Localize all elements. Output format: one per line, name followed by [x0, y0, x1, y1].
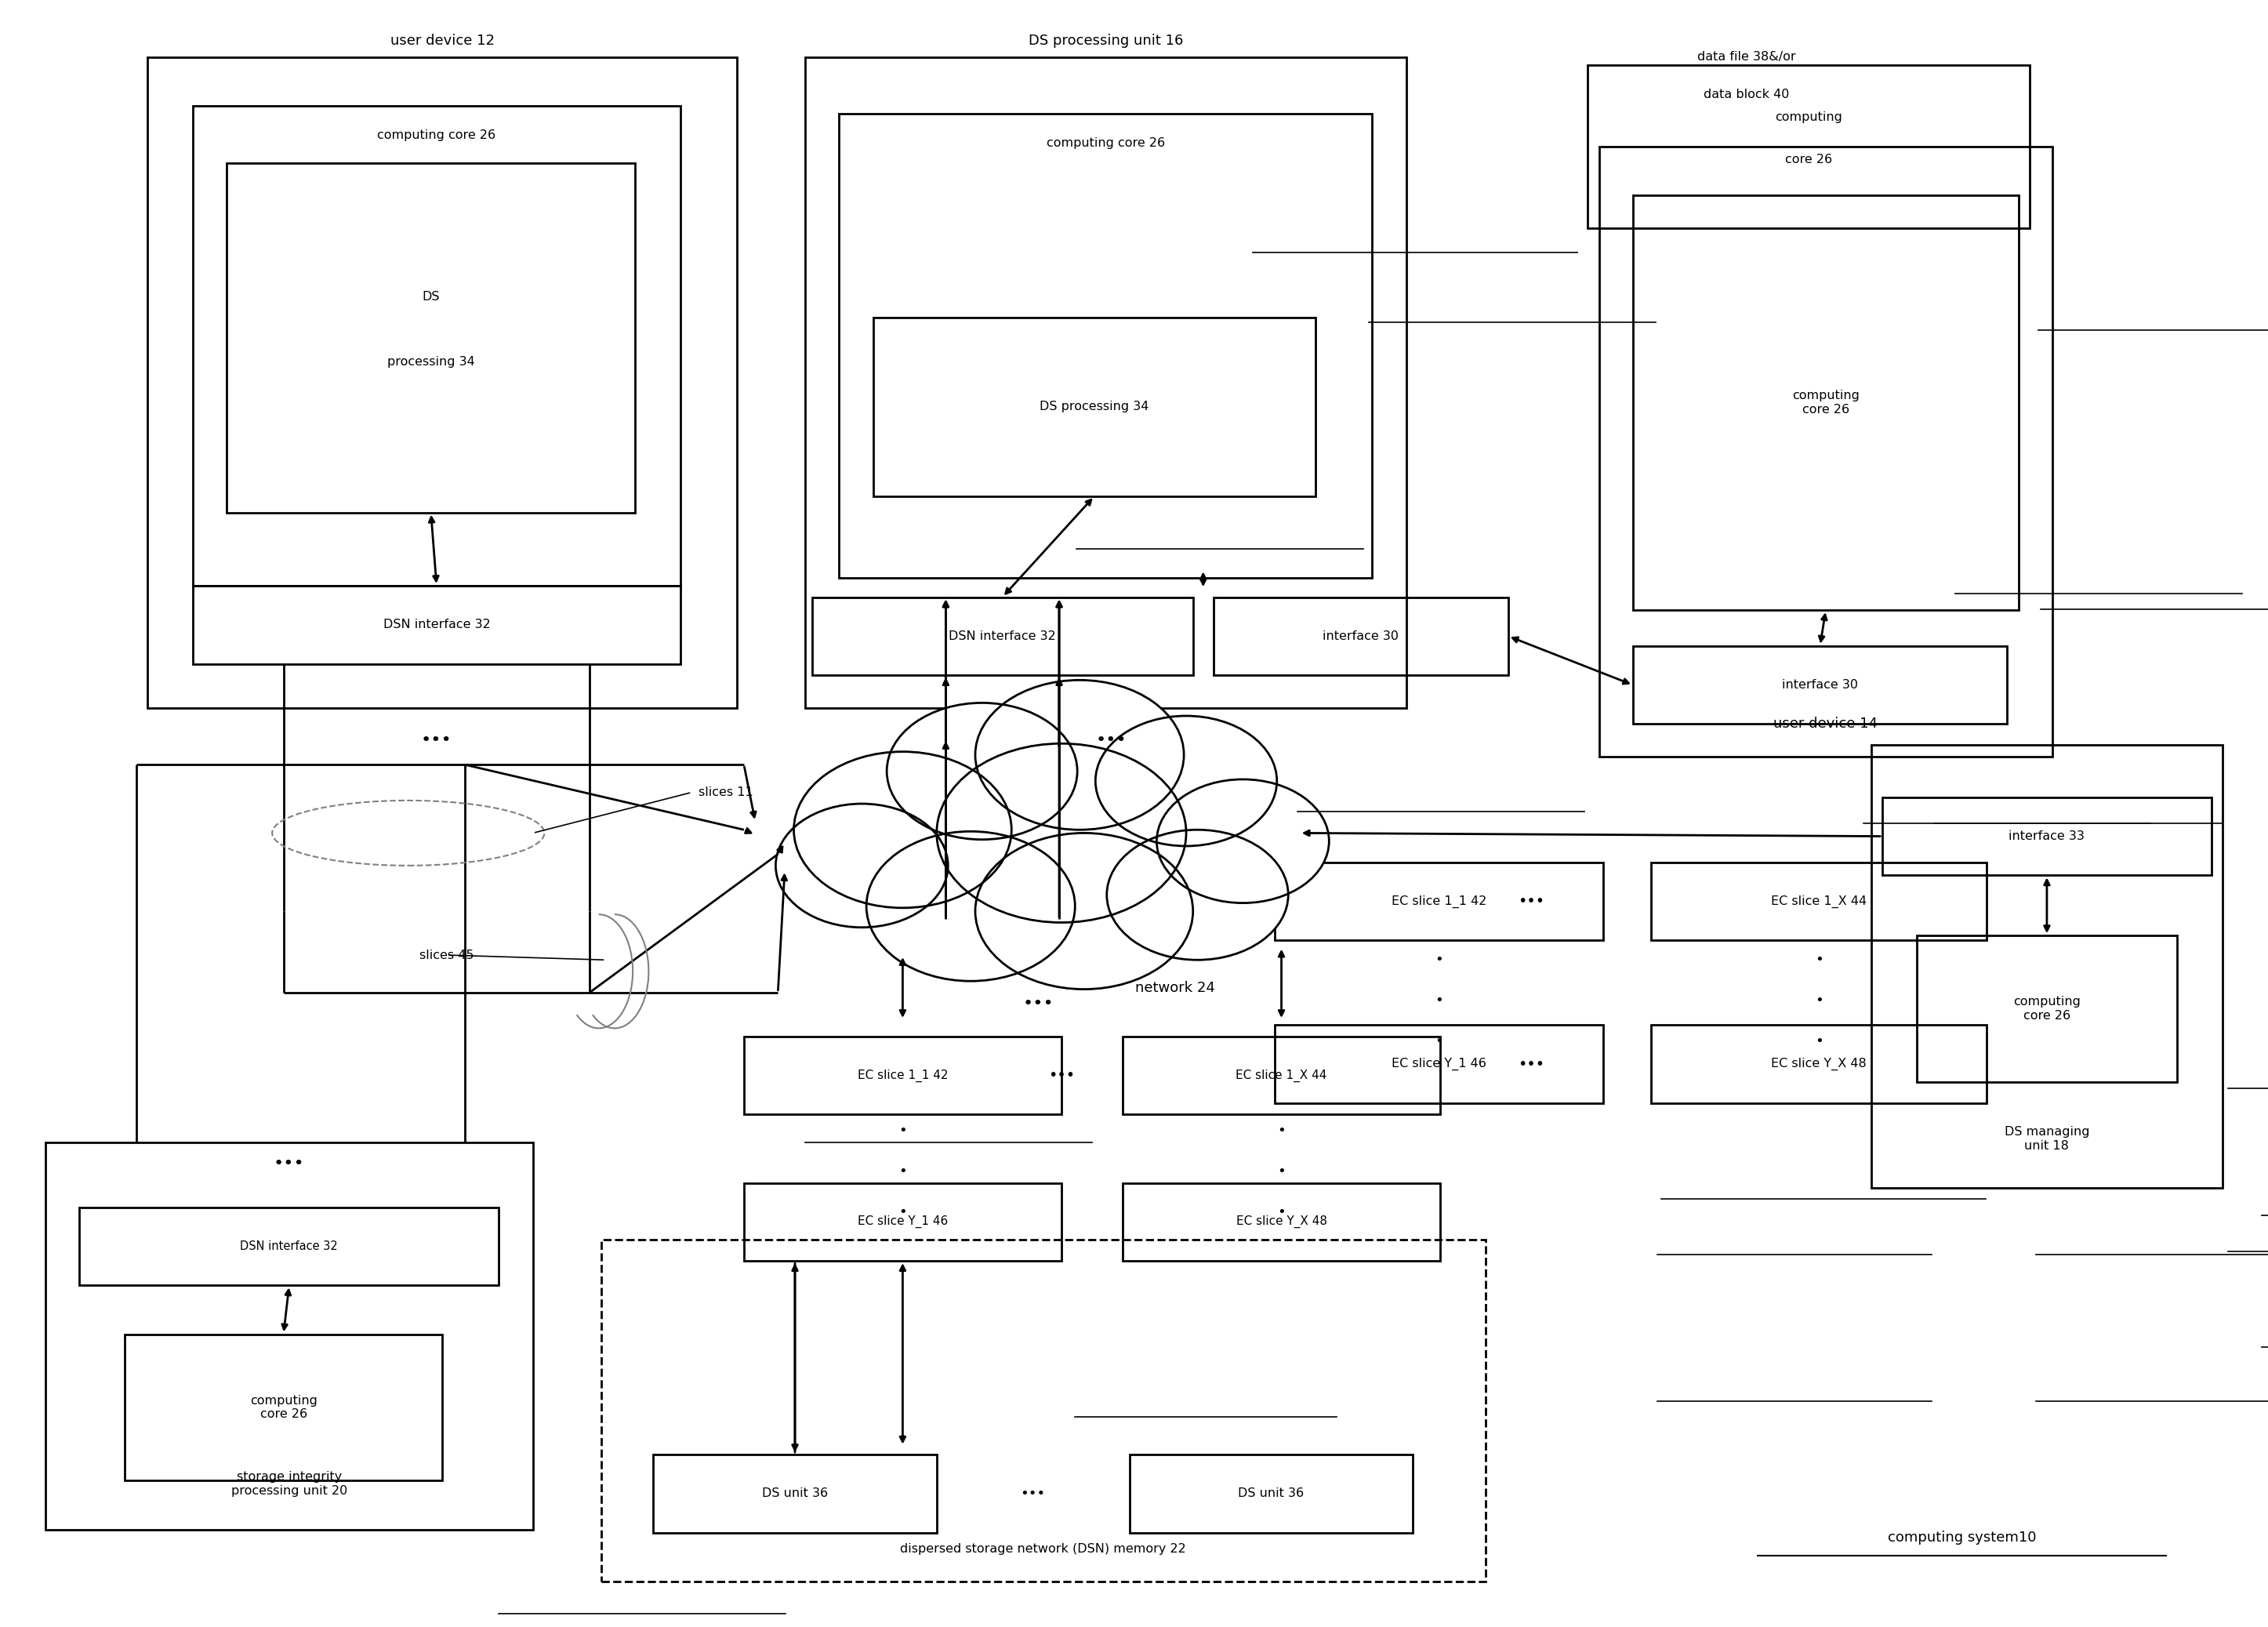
Text: computing
core 26: computing core 26	[249, 1394, 318, 1420]
Bar	[1213, 597, 1508, 675]
Text: user device 14: user device 14	[1774, 718, 1878, 731]
Text: •••: •••	[1095, 732, 1127, 748]
Text: computing: computing	[1776, 111, 1842, 124]
Text: •: •	[1814, 994, 1823, 1007]
Text: •••: •••	[1021, 1487, 1046, 1500]
Text: •: •	[1436, 953, 1442, 966]
Circle shape	[794, 752, 1012, 908]
Text: EC slice 1_X 44: EC slice 1_X 44	[1236, 1069, 1327, 1082]
Bar	[1916, 936, 2177, 1082]
Bar	[839, 114, 1372, 578]
Text: •: •	[1277, 1124, 1286, 1137]
Text: DS managing
unit 18: DS managing unit 18	[2005, 1126, 2089, 1152]
Text: interface 30: interface 30	[1322, 630, 1399, 643]
Text: data block 40: data block 40	[1703, 88, 1789, 101]
Bar	[1123, 1036, 1440, 1114]
Bar	[744, 1183, 1061, 1261]
Text: EC slice 1_X 44: EC slice 1_X 44	[1771, 895, 1867, 908]
Text: network 24: network 24	[1134, 981, 1216, 994]
Text: •••: •••	[274, 1155, 304, 1171]
Text: DS processing 34: DS processing 34	[1039, 400, 1150, 413]
Text: DS processing unit 16: DS processing unit 16	[1027, 34, 1184, 47]
Circle shape	[975, 833, 1193, 989]
Bar	[1651, 862, 1987, 940]
Text: slices 45: slices 45	[420, 949, 474, 962]
Text: DS unit 36: DS unit 36	[1238, 1487, 1304, 1500]
Text: EC slice Y_X 48: EC slice Y_X 48	[1771, 1058, 1867, 1071]
Text: •••: •••	[1517, 893, 1545, 909]
Bar	[601, 1240, 1486, 1581]
Bar	[125, 1334, 442, 1481]
Bar	[805, 57, 1406, 708]
Text: slices 11: slices 11	[699, 786, 753, 799]
Text: EC slice 1_1 42: EC slice 1_1 42	[1393, 895, 1486, 908]
Text: •••: •••	[422, 732, 451, 748]
Circle shape	[975, 680, 1184, 830]
Bar	[1651, 1025, 1987, 1103]
Text: •: •	[898, 1124, 907, 1137]
Text: EC slice Y_1 46: EC slice Y_1 46	[1393, 1058, 1486, 1071]
Text: interface 30: interface 30	[1783, 678, 1857, 691]
Bar	[193, 106, 680, 586]
Text: computing
core 26: computing core 26	[1792, 390, 1860, 415]
Bar	[1275, 862, 1603, 940]
Circle shape	[937, 744, 1186, 923]
Text: •••: •••	[1517, 1056, 1545, 1072]
Text: •: •	[1277, 1165, 1286, 1178]
Text: dispersed storage network (DSN) memory 22: dispersed storage network (DSN) memory 2…	[900, 1542, 1186, 1555]
Bar	[193, 586, 680, 664]
Text: data file 38&/or: data file 38&/or	[1696, 50, 1796, 63]
Text: •••: •••	[1048, 1067, 1075, 1084]
Text: DSN interface 32: DSN interface 32	[948, 630, 1057, 643]
Text: user device 12: user device 12	[390, 34, 494, 47]
Text: storage integrity
processing unit 20: storage integrity processing unit 20	[231, 1471, 347, 1497]
Bar	[1588, 65, 2030, 228]
Bar	[227, 163, 635, 513]
Text: •: •	[1436, 994, 1442, 1007]
Text: interface 33: interface 33	[2009, 830, 2084, 843]
Text: •: •	[1277, 1206, 1286, 1219]
Bar	[1633, 646, 2007, 724]
Text: EC slice 1_1 42: EC slice 1_1 42	[857, 1069, 948, 1082]
Bar	[873, 317, 1315, 496]
Text: processing 34: processing 34	[388, 356, 474, 368]
Bar	[1871, 745, 2223, 1188]
Circle shape	[887, 703, 1077, 840]
Bar	[1599, 146, 2053, 757]
Circle shape	[866, 831, 1075, 981]
Bar	[1129, 1455, 1413, 1533]
Text: DSN interface 32: DSN interface 32	[383, 618, 490, 631]
Bar	[1123, 1183, 1440, 1261]
Text: •: •	[1814, 1035, 1823, 1048]
Text: core 26: core 26	[1785, 153, 1833, 166]
Text: computing
core 26: computing core 26	[2014, 996, 2080, 1022]
Bar	[1633, 195, 2019, 610]
Circle shape	[1157, 779, 1329, 903]
Circle shape	[1107, 830, 1288, 960]
Bar	[1882, 797, 2211, 875]
Text: DS: DS	[422, 291, 440, 303]
Bar	[812, 597, 1193, 675]
Text: computing system10: computing system10	[1887, 1531, 2037, 1544]
Text: •: •	[898, 1206, 907, 1219]
Text: computing core 26: computing core 26	[376, 129, 497, 142]
Bar	[1275, 1025, 1603, 1103]
Text: DS unit 36: DS unit 36	[762, 1487, 828, 1500]
Text: computing core 26: computing core 26	[1046, 137, 1166, 150]
Text: •: •	[898, 1165, 907, 1178]
Text: •••: •••	[1023, 996, 1055, 1012]
Bar	[744, 1036, 1061, 1114]
Bar	[79, 1207, 499, 1285]
Text: EC slice Y_X 48: EC slice Y_X 48	[1236, 1215, 1327, 1228]
Bar	[45, 1142, 533, 1529]
Circle shape	[1095, 716, 1277, 846]
Text: DSN interface 32: DSN interface 32	[240, 1240, 338, 1253]
Text: EC slice Y_1 46: EC slice Y_1 46	[857, 1215, 948, 1228]
Text: •: •	[1814, 953, 1823, 966]
Text: •: •	[1436, 1035, 1442, 1048]
Bar	[653, 1455, 937, 1533]
Circle shape	[776, 804, 948, 927]
Bar	[147, 57, 737, 708]
